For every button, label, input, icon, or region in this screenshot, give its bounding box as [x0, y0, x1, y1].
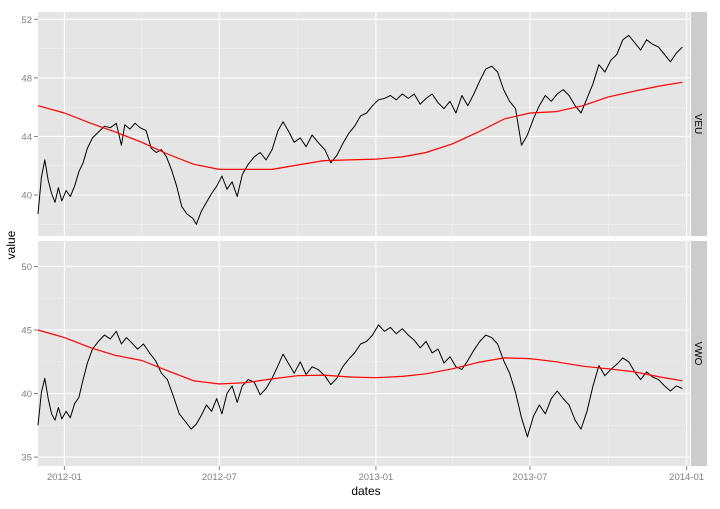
- panel-background: [38, 241, 690, 466]
- price-line: [37, 324, 683, 438]
- y-tick-label: 48: [21, 73, 32, 84]
- facet-strip: [691, 12, 707, 236]
- x-tick-label: 2012-01: [47, 472, 82, 483]
- x-tick-label: 2013-01: [358, 472, 393, 483]
- y-tick-label: 52: [21, 15, 32, 26]
- panel-background: [38, 12, 690, 236]
- x-tick-label: 2013-07: [513, 472, 548, 483]
- panel-veu: 40 44 48 52 VEU: [21, 12, 707, 236]
- y-axis-label: value: [4, 230, 18, 259]
- facet-strip-label: VEU: [692, 114, 703, 135]
- x-axis-label: dates: [351, 484, 380, 498]
- y-tick-label: 44: [21, 132, 32, 143]
- y-tick-label: 40: [21, 191, 32, 202]
- x-tick-label: 2014-01: [669, 472, 704, 483]
- panel-vwo: 35 40 45 50 VWO: [21, 241, 707, 466]
- facet-strip-label: VWO: [692, 342, 703, 366]
- x-tick-label: 2012-07: [202, 472, 237, 483]
- trend-line: [37, 329, 683, 385]
- y-tick-label: 40: [21, 389, 32, 400]
- y-tick-label: 45: [21, 325, 32, 336]
- y-tick-label: 35: [21, 453, 32, 464]
- trend-line: [37, 81, 683, 170]
- y-tick-label: 50: [21, 262, 32, 273]
- facet-strip: [691, 241, 707, 466]
